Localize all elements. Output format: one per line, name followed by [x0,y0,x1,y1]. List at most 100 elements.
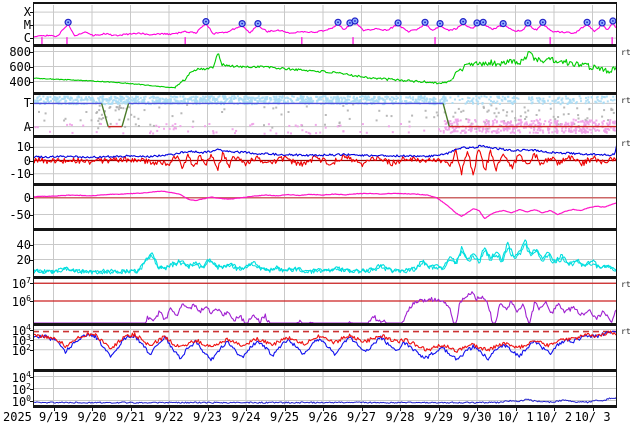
panel-border [33,369,617,372]
plot-right-edge [616,2,617,408]
y-axis-tick [30,25,33,26]
x-axis-tick-label: 10/ 1 [497,410,534,424]
x-axis-tick-label: 9/27 [347,410,376,424]
y-axis-label-proton-flux-high: 107 [11,276,31,291]
panel-border [33,44,617,47]
x-axis-tick [169,408,170,411]
y-axis-tick [30,350,33,351]
y-axis-label-solar-wind-speed: 400 [9,75,31,89]
y-axis-label-electron-flux: 103 [11,333,31,348]
series-electron-flux-sat-b [33,330,617,353]
y-axis-tick [30,301,33,302]
series-wind-speed-storm [451,51,617,80]
panel-border [33,92,617,95]
y-axis-label-proton-flux-low: 104 [11,370,31,385]
x-axis-tick [477,408,478,411]
y-axis-tick [30,67,33,68]
panel-dst-index [33,186,617,228]
y-axis-label-electron-flux: 104 [11,323,31,338]
x-axis-tick [516,408,517,411]
y-axis-tick [30,38,33,39]
x-axis-tick [208,408,209,411]
series-imf-bt [33,142,617,159]
y-axis-tick [30,245,33,246]
y-axis-label-solar-wind-density: 40 [16,238,31,252]
y-axis-label-dst-index: 0 [23,191,31,205]
y-axis-label-dst-index: -50 [9,208,31,222]
y-axis-label-proton-flux-low: 102 [11,382,31,397]
series-wind-speed-quiet [33,77,175,89]
panel-imf-sector [33,95,617,135]
y-axis-label-imf-bz-bt: 0 [23,154,31,168]
y-axis-tick [30,147,33,148]
x-axis-tick-label: 9/28 [385,410,415,424]
y-axis-tick [30,82,33,83]
x-axis-tick-label: 9/22 [154,410,184,424]
y-axis-label-xray-flux: X [23,5,31,19]
x-axis-tick [593,408,594,411]
plot-left-edge [33,2,34,408]
x-axis-tick-label: 9/23 [193,410,222,424]
x-axis-tick-label: 9/19 [39,410,68,424]
x-axis-tick [131,408,132,411]
y-axis-tick [30,389,33,390]
x-axis-tick-label: 9/20 [77,410,107,424]
panel-border [33,135,617,138]
series-density-b [33,243,617,275]
y-axis-label-electron-flux: 102 [11,343,31,358]
x-axis-tick [54,408,55,411]
x-axis-tick [285,408,286,411]
panel-border [33,405,617,408]
panel-border [33,183,617,186]
panel-border [33,276,617,279]
y-axis-tick [30,377,33,378]
y-axis-tick [30,52,33,53]
y-axis-tick [30,283,33,284]
x-axis-year-label: 2025 [3,410,32,424]
series-electron-flux-sat-a [33,330,617,362]
y-axis-tick [30,215,33,216]
realtime-tag: rt [621,48,631,57]
y-axis-tick [30,174,33,175]
series-proton-flux [33,291,617,323]
x-axis-tick-label: 9/25 [270,410,299,424]
panel-border [33,323,617,326]
series-goes-xray-flux [33,22,617,38]
realtime-tag: rt [621,96,631,105]
y-axis-label-solar-wind-density: 20 [16,253,31,267]
y-axis-tick [30,161,33,162]
y-axis-tick [30,127,33,128]
y-axis-tick [30,198,33,199]
panel-xray-flux [33,5,617,44]
panel-border [33,2,617,4]
panel-border [33,228,617,231]
y-axis-label-solar-wind-speed: 600 [9,60,31,74]
x-axis-tick-label: 9/21 [116,410,145,424]
x-axis-tick-label: 9/30 [462,410,492,424]
x-axis-tick [362,408,363,411]
x-axis-tick-label: 9/26 [308,410,338,424]
x-axis-tick [92,408,93,411]
y-axis-tick [30,260,33,261]
x-axis-tick [439,408,440,411]
y-axis-label-imf-bz-bt: -10 [9,167,31,181]
x-axis-tick [323,408,324,411]
y-axis-label-solar-wind-speed: 800 [9,45,31,59]
y-axis-label-imf-sector: A [23,120,31,134]
x-axis-tick-label: 10/ 3 [574,410,611,424]
series-proton-background [33,396,617,404]
y-axis-label-imf-sector: T [23,96,31,110]
realtime-tag: rt [621,280,631,289]
y-axis-label-xray-flux: M [23,18,31,32]
y-axis-tick [30,12,33,13]
panel-proton-flux-high [33,279,617,323]
y-axis-label-imf-bz-bt: 10 [16,140,31,154]
x-axis-tick-label: 10/ 2 [535,410,573,424]
realtime-tag: rt [621,139,631,148]
x-axis-tick [246,408,247,411]
panel-solar-wind-density [33,231,617,276]
series-dst [33,190,617,220]
x-axis-tick-label: 9/24 [231,410,261,424]
realtime-tag: rt [621,327,631,336]
